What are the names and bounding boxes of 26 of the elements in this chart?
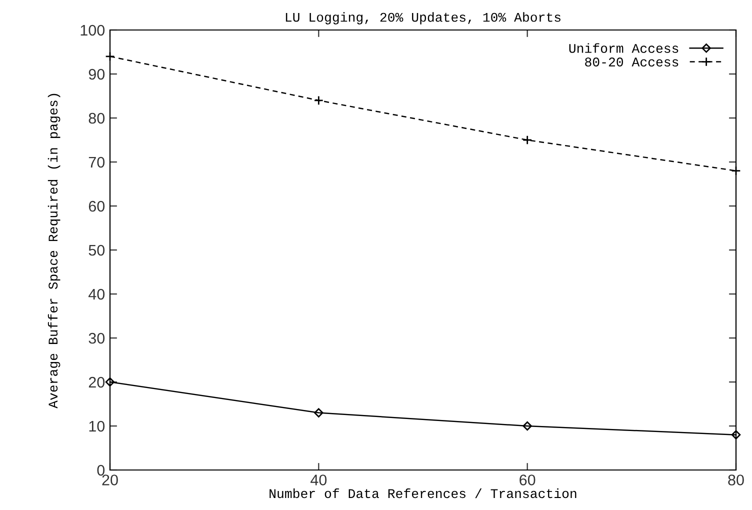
- point: [105, 377, 115, 387]
- x-tick-label: 80: [728, 474, 744, 486]
- legend-label: Uniform Access: [569, 43, 678, 53]
- y-axis-title: Average Buffer Space Required (in pages): [48, 94, 60, 408]
- point: [314, 408, 324, 418]
- y-tick-label: 60: [88, 200, 105, 212]
- point: [522, 421, 532, 431]
- chart-title: LU Logging, 20% Updates, 10% Aborts: [286, 12, 560, 24]
- x-tick-label: 20: [102, 474, 118, 486]
- y-tick-label: 50: [88, 244, 105, 256]
- x-axis-title: Number of Data References / Transaction: [270, 488, 576, 498]
- y-tick-label: 0: [97, 464, 105, 476]
- point: [314, 96, 324, 106]
- point: [522, 135, 532, 145]
- x-tick-label: 60: [520, 474, 536, 486]
- y-tick-label: 30: [88, 332, 105, 344]
- y-tick-label: 40: [88, 288, 105, 300]
- x-tick-label: 40: [310, 474, 327, 486]
- y-tick-label: 90: [88, 68, 105, 80]
- y-tick-label: 70: [88, 156, 105, 168]
- y-tick-label: 10: [89, 420, 105, 432]
- legend-label: 80-20 Access: [585, 58, 678, 67]
- y-tick-label: 20: [88, 376, 105, 388]
- y-tick-label: 100: [80, 24, 105, 36]
- point: [731, 430, 741, 440]
- y-tick-label: 80: [88, 112, 105, 124]
